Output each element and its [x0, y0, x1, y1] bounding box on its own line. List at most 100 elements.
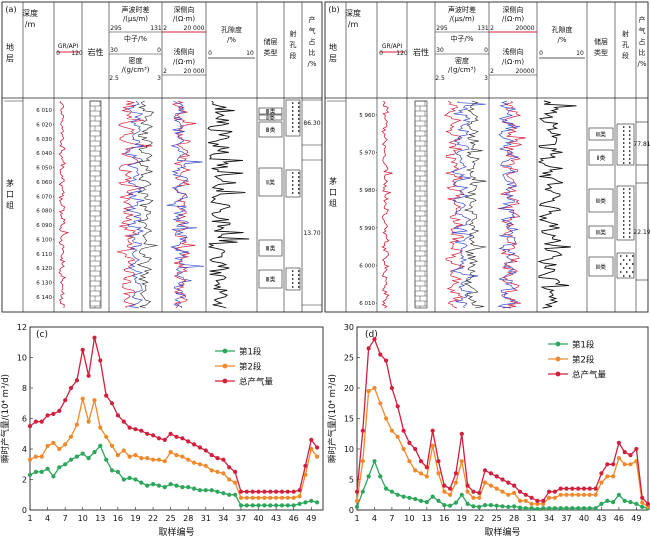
data-point	[274, 489, 279, 494]
data-point	[104, 393, 109, 398]
shallow-res-curve	[166, 100, 205, 309]
gas-share-value: 22.19	[633, 229, 650, 236]
data-point	[465, 501, 470, 506]
data-point	[576, 486, 581, 491]
data-point	[500, 489, 505, 494]
data-point	[86, 373, 91, 378]
data-point	[622, 498, 627, 503]
density-max: 3	[157, 75, 161, 82]
data-point	[616, 456, 622, 461]
data-point	[209, 453, 214, 458]
data-point	[127, 475, 132, 481]
data-point	[564, 506, 569, 511]
x-tick-label: 43	[596, 514, 606, 523]
data-point	[535, 501, 540, 506]
data-point	[203, 448, 208, 453]
data-point	[500, 477, 505, 482]
data-point	[291, 503, 296, 508]
data-point	[63, 462, 68, 467]
reservoir-interval	[258, 269, 283, 289]
data-point	[494, 503, 499, 508]
legend-swatch-marker	[555, 371, 561, 377]
data-point	[407, 459, 412, 464]
x-tick-label: 4	[372, 514, 377, 523]
header-perforation: 射	[290, 29, 297, 38]
data-point	[465, 489, 470, 494]
data-point	[45, 443, 50, 448]
data-point	[162, 437, 167, 442]
data-point	[256, 503, 261, 508]
data-point	[558, 492, 563, 497]
header-strata: 层	[6, 54, 14, 63]
x-tick-label: 19	[457, 514, 467, 523]
data-point	[424, 474, 429, 479]
data-point	[477, 495, 482, 500]
header-neutron: 中子/%	[450, 34, 473, 43]
data-point	[384, 416, 389, 421]
data-point	[238, 495, 244, 500]
header-density: 密度	[455, 56, 469, 65]
depth-tick-label: 5 970	[359, 151, 375, 157]
lithology-column	[89, 100, 102, 309]
x-tick-label: 34	[544, 514, 554, 523]
data-point	[104, 457, 109, 462]
data-point	[453, 480, 458, 485]
data-point	[488, 503, 493, 508]
series-line	[356, 387, 649, 508]
header-deep-res-unit: /(Ω·m)	[173, 15, 195, 23]
data-point	[465, 483, 470, 488]
data-point	[605, 474, 610, 479]
data-point	[109, 468, 115, 473]
y-tick-label: 5	[349, 476, 354, 485]
x-tick-label: 28	[183, 514, 193, 523]
data-point	[45, 466, 50, 471]
header-deep-res: 深侧向	[174, 5, 195, 14]
header-gr: GR/API	[382, 43, 403, 50]
x-axis-label: 取样编号	[484, 526, 520, 538]
data-point	[558, 486, 563, 491]
data-point	[139, 428, 144, 433]
data-point	[389, 428, 394, 433]
data-point	[395, 404, 400, 409]
y-tick-label: 8	[22, 384, 27, 393]
data-point	[262, 495, 267, 500]
y-tick-label: 20	[344, 384, 354, 393]
x-tick-label: 40	[579, 514, 589, 523]
data-point	[436, 459, 441, 464]
data-point	[174, 483, 179, 488]
legend-swatch-marker	[222, 348, 228, 354]
data-point	[151, 433, 156, 438]
data-point	[309, 498, 314, 503]
header-gas-share: 气	[309, 26, 316, 35]
data-point	[315, 454, 320, 459]
data-point	[506, 492, 511, 497]
data-point	[517, 498, 523, 503]
header-reservoir-type: 类型	[594, 48, 608, 57]
data-point	[285, 495, 290, 500]
data-point	[133, 477, 138, 482]
x-tick-label: 19	[130, 514, 140, 523]
data-point	[115, 413, 120, 418]
data-point	[471, 504, 476, 509]
data-point	[541, 498, 546, 503]
depth-tick-label: 5 990	[359, 226, 375, 232]
data-point	[45, 413, 50, 418]
data-point	[98, 358, 103, 363]
density-min: 2.5	[435, 75, 445, 82]
data-point	[488, 483, 493, 488]
data-point	[121, 448, 126, 453]
data-point	[80, 396, 85, 401]
data-point	[227, 465, 232, 470]
data-point	[523, 498, 528, 503]
data-point	[174, 453, 179, 458]
x-axis-label: 取样编号	[158, 526, 194, 538]
data-point	[274, 495, 279, 500]
data-point	[297, 501, 302, 506]
deep-res-min: 2	[163, 25, 167, 32]
perforation-dots	[292, 102, 300, 132]
x-tick-label: 25	[492, 514, 502, 523]
x-tick-label: 43	[271, 514, 281, 523]
data-point	[552, 506, 558, 511]
